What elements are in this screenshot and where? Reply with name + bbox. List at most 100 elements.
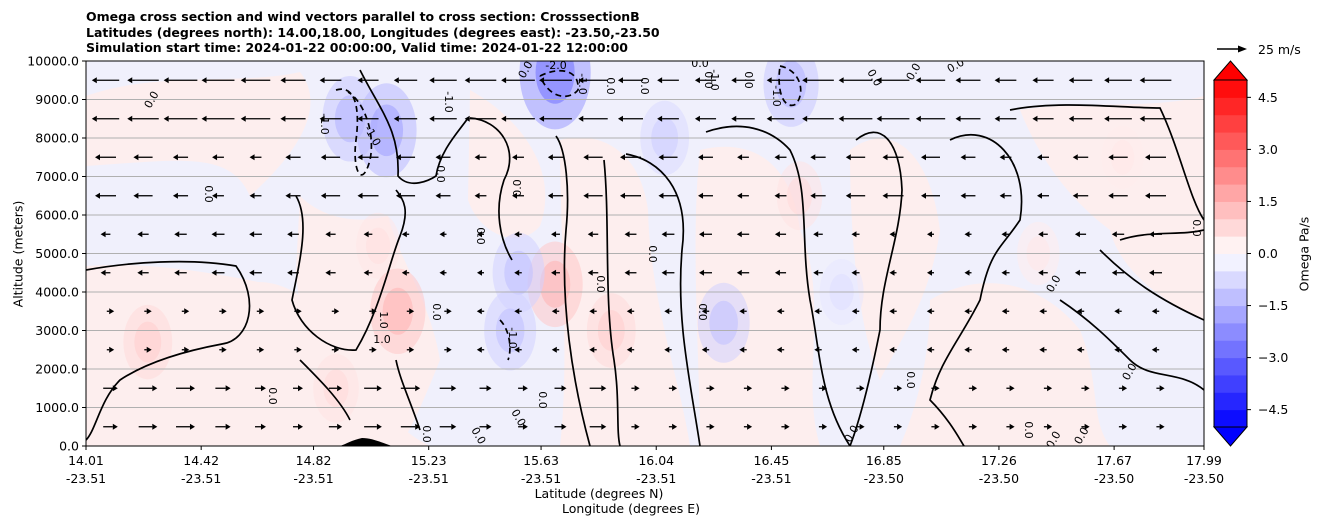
wind-vector-head (1001, 346, 1007, 353)
y-axis-ticks: 0.0 1000.0 2000.0 3000.0 4000.0 5000.0 6000.0 7… (27, 54, 86, 454)
contour-label: 0.0 (904, 371, 917, 389)
wind-vector-head (1001, 308, 1007, 315)
wind-vector-head (561, 385, 567, 392)
colorbar-segment (1214, 409, 1247, 428)
colorbar-tick-label: −1.5 (1258, 298, 1288, 313)
x-tick-label-lon: -23.51 (66, 471, 106, 486)
wind-vector-head (620, 192, 626, 199)
positive-omega-region (468, 90, 546, 238)
contour-label: 0.0 (1190, 219, 1203, 237)
wind-vector-head (1009, 385, 1015, 392)
wind-vector-head (921, 192, 927, 199)
wind-vector-head (747, 423, 753, 430)
wind-vector-head (1001, 231, 1007, 238)
wind-vector-head (851, 308, 857, 315)
wind-vector-head (1151, 346, 1157, 353)
wind-vector-head (464, 115, 470, 122)
positive-omega-region (900, 283, 1110, 446)
wind-vector-head (446, 346, 452, 353)
wind-vector-head (701, 308, 707, 315)
title-line-3: Simulation start time: 2024-01-22 00:00:… (86, 40, 628, 55)
wind-vector-head (813, 231, 819, 238)
wind-vectors (91, 77, 1172, 430)
quiver-key: 25 m/s (1217, 42, 1301, 57)
wind-vector-head (739, 346, 745, 353)
positive-omega-core (366, 227, 391, 264)
wind-vector-head (814, 308, 820, 315)
positive-omega-region (850, 138, 940, 380)
y-tick-label: 5000.0 (35, 246, 79, 261)
wind-vector-head (357, 154, 363, 161)
wind-vector-head (1072, 192, 1078, 199)
wind-vector-head (882, 154, 888, 161)
wind-vector-head (999, 154, 1005, 161)
omega-zero-contour (705, 125, 851, 446)
wind-vector-head (91, 77, 97, 84)
wind-vector-head (1104, 77, 1110, 84)
wind-vector-head (784, 385, 790, 392)
wind-vector-head (694, 77, 700, 84)
wind-vector-head (415, 385, 421, 392)
wind-vector-head (287, 269, 293, 276)
wind-vector-head (221, 308, 227, 315)
wind-vector-head (972, 385, 978, 392)
colorbar-segment (1214, 288, 1247, 307)
wind-vector-head (736, 231, 742, 238)
wind-vector-head (1009, 423, 1015, 430)
negative-omega-core (709, 300, 738, 345)
wind-vector-head (435, 192, 441, 199)
wind-vector-head (1114, 346, 1120, 353)
wind-vector-head (822, 423, 828, 430)
x-tick-label-lat: 14.42 (183, 453, 219, 468)
colorbar-segment (1214, 166, 1247, 185)
wind-vector-head (401, 269, 407, 276)
x-tick-label-lon: -23.51 (521, 471, 561, 486)
wind-vector-head (1032, 77, 1038, 84)
wind-vector-head (1139, 77, 1145, 84)
omega-zero-contour (555, 135, 591, 446)
wind-vector-head (376, 423, 382, 430)
x-tick-label-lat: 16.85 (866, 453, 902, 468)
colorbar-tick-label: −4.5 (1258, 402, 1288, 417)
wind-vector-head (240, 77, 246, 84)
wind-vector-head (658, 192, 664, 199)
contour-label: 0.0 (696, 303, 709, 321)
wind-vector-head (1032, 115, 1038, 122)
wind-vector-head (401, 231, 407, 238)
colorbar-segment (1214, 340, 1247, 359)
quiver-key-arrowhead (1238, 45, 1247, 53)
y-tick-label: 1000.0 (35, 400, 79, 415)
wind-vector-head (747, 385, 753, 392)
wind-vector-head (698, 154, 704, 161)
wind-vector-head (320, 192, 326, 199)
y-tick-label: 3000.0 (35, 323, 79, 338)
wind-vector-head (376, 385, 382, 392)
wind-vector-head (501, 77, 507, 84)
wind-vector-head (810, 154, 816, 161)
wind-vector-head (882, 192, 888, 199)
x-tick-label-lon: -23.50 (1184, 471, 1224, 486)
wind-vector-head (694, 115, 700, 122)
wind-vector-head (112, 423, 118, 430)
wind-vector-head (334, 346, 340, 353)
wind-vector-head (784, 423, 790, 430)
wind-vector-head (624, 231, 630, 238)
wind-vector-head (813, 269, 819, 276)
positive-omega-core (382, 287, 413, 335)
wind-vector-head (1076, 308, 1082, 315)
x-tick-label-lat: 17.99 (1186, 453, 1222, 468)
wind-vector-head (626, 346, 632, 353)
colorbar-segment (1214, 392, 1247, 411)
wind-vector-head (225, 385, 231, 392)
wind-vector-head (174, 269, 180, 276)
wind-vector-head (774, 154, 780, 161)
wind-vector-head (474, 192, 480, 199)
wind-vector-head (1038, 231, 1044, 238)
wind-vector-head (876, 115, 882, 122)
contour-label: 0.0 (430, 303, 443, 321)
wind-vector-head (260, 423, 266, 430)
contour-label: 1.0 (377, 311, 390, 329)
wind-vector-head (249, 269, 255, 276)
x-tick-label-lat: 16.04 (638, 453, 674, 468)
x-tick-label-lat: 17.26 (981, 453, 1017, 468)
